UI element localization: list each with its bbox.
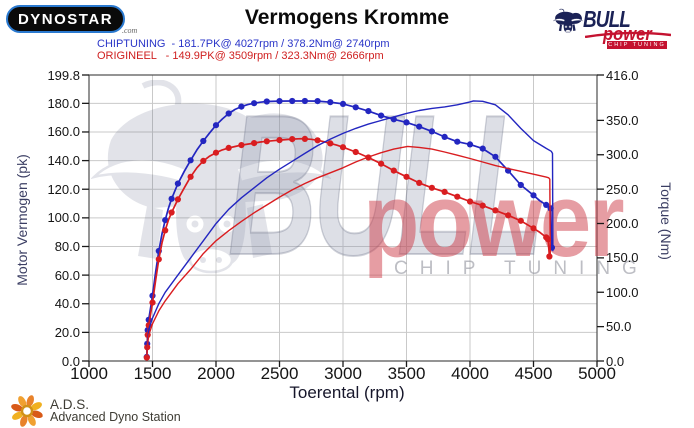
ads-abbr: A.D.S.: [50, 397, 90, 412]
y-left-tick-label: 140.0: [47, 153, 80, 169]
ads-name: Advanced Dyno Station: [50, 410, 181, 424]
y-left-tick-label: 120.0: [47, 181, 80, 197]
y-right-tick-label: 250.0: [606, 181, 639, 197]
x-tick-label: 4500: [514, 364, 553, 383]
dynostar-logo: DYNOSTAR: [6, 5, 125, 33]
legend-origineel: ORIGINEEL - 149.9PK@ 3509rpm / 323.3Nm@ …: [97, 50, 384, 62]
x-tick-label: 1000: [70, 364, 108, 383]
x-tick-label: 5000: [578, 364, 616, 383]
y-left-tick-label: 40.0: [54, 296, 80, 312]
x-tick-label: 4000: [451, 364, 489, 383]
y-right-tick-label: 200.0: [606, 216, 639, 231]
x-tick-label: 3000: [324, 364, 362, 383]
ads-swirl-icon: [11, 395, 43, 427]
y-left-tick-label: 100.0: [47, 210, 80, 226]
x-tick-label: 3500: [387, 364, 426, 383]
y-right-tick-label: 300.0: [606, 147, 639, 163]
y-left-tick-label: 0.0: [61, 353, 80, 369]
bullpower-logo-power-text: power: [603, 24, 652, 44]
y-left-tick-label: 160.0: [47, 124, 80, 140]
x-axis-label: Toerental (rpm): [289, 383, 405, 402]
y-right-tick-label: 150.0: [606, 250, 639, 266]
bullpower-logo-chip-band: CHIP TUNING: [607, 41, 667, 49]
bullpower-logo-bull-text: BULL: [583, 6, 631, 32]
y-right-tick-label: 416.0: [606, 67, 639, 83]
bullpower-logo: BULL power CHIP TUNING: [553, 2, 693, 50]
y-left-tick-label: 20.0: [54, 324, 80, 340]
y-left-tick-label: 60.0: [54, 267, 80, 283]
y-left-tick-label: 199.8: [47, 67, 80, 83]
x-tick-label: 2000: [197, 364, 235, 383]
legend-chiptuning: CHIPTUNING - 181.7PK@ 4027rpm / 378.2Nm@…: [97, 38, 390, 50]
y-right-tick-label: 50.0: [606, 319, 632, 335]
y-right-tick-label: 100.0: [606, 284, 639, 300]
y-left-tick-label: 80.0: [54, 238, 80, 254]
page-title: Vermogens Kromme: [244, 6, 450, 29]
y-left-tick-label: 180.0: [47, 95, 80, 111]
dynostar-logo-suffix: .com: [122, 26, 138, 35]
dynostar-logo-text: DYNOSTAR: [17, 10, 114, 28]
y-right-tick-label: 350.0: [606, 112, 639, 128]
x-tick-label: 2500: [260, 364, 299, 383]
x-tick-label: 1500: [133, 364, 172, 383]
red-swoosh-icon: [585, 31, 671, 38]
y-right-tick-label: 0.0: [606, 353, 625, 369]
